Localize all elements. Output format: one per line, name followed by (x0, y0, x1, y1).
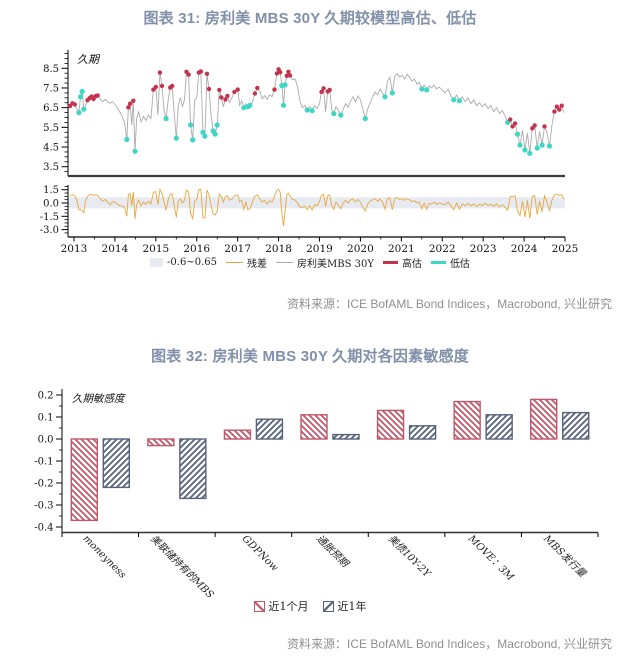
svg-text:-0.3: -0.3 (34, 501, 53, 512)
svg-text:0.2: 0.2 (38, 391, 54, 402)
svg-text:0.1: 0.1 (38, 413, 54, 424)
svg-text:2013: 2013 (61, 243, 88, 255)
model-line-swatch-icon (275, 262, 293, 263)
svg-text:5.5: 5.5 (43, 123, 59, 134)
svg-text:2022: 2022 (429, 243, 456, 255)
figure32-source: 资料来源：ICE BofAML Bond Indices，Macrobond, … (287, 637, 612, 651)
underestimate-marker-swatch-icon (430, 261, 446, 264)
legend-band-label: -0.6~0.65 (167, 257, 217, 268)
svg-text:美债10Y-2Y: 美债10Y-2Y (386, 533, 434, 581)
svg-text:-0.2: -0.2 (34, 479, 53, 490)
svg-text:0.0: 0.0 (43, 199, 59, 210)
figure31-source: 资料来源：ICE BofAML Bond Indices，Macrobond, … (287, 297, 612, 311)
legend-item-under: 低估 (430, 255, 470, 270)
svg-text:GDPNow: GDPNow (240, 533, 281, 574)
svg-text:-1.5: -1.5 (40, 212, 59, 223)
svg-text:MOVE：3M: MOVE：3M (465, 533, 516, 584)
svg-text:7.5: 7.5 (43, 83, 59, 94)
sensitivity-bar-chart: 0.2 0.1 0.0 -0.1 -0.2 -0.3 -0.4 久期敏感度 moneyness 美… (34, 389, 599, 598)
svg-text:2015: 2015 (142, 243, 169, 255)
svg-text:久期敏感度: 久期敏感度 (72, 393, 126, 405)
band-swatch-icon (150, 258, 164, 267)
svg-text:4.5: 4.5 (43, 143, 59, 154)
svg-text:8.5: 8.5 (43, 64, 59, 75)
svg-text:美联储持有的MBS: 美联储持有的MBS (148, 533, 216, 598)
svg-text:2018: 2018 (265, 243, 292, 255)
svg-text:久期: 久期 (77, 53, 101, 66)
month-bar-swatch-icon (253, 600, 265, 612)
figure32-title: 图表 32: 房利美 MBS 30Y 久期对各因素敏感度 (151, 348, 469, 365)
svg-text:2024: 2024 (511, 243, 538, 255)
svg-text:2021: 2021 (388, 243, 415, 255)
svg-text:moneyness: moneyness (80, 533, 127, 580)
svg-text:6.5: 6.5 (43, 103, 59, 114)
overestimate-marker-swatch-icon (382, 261, 398, 264)
svg-text:2020: 2020 (347, 243, 374, 255)
chart31-legend: -0.6~0.65 残差 房利美MBS 30Y 高估 低估 (0, 255, 620, 270)
legend-month-label: 近1个月 (268, 600, 309, 613)
svg-text:3.5: 3.5 (43, 162, 59, 173)
svg-text:-3.0: -3.0 (40, 225, 59, 236)
legend-item-model: 房利美MBS 30Y (275, 255, 374, 270)
legend-item-band: -0.6~0.65 (150, 257, 217, 268)
svg-text:2023: 2023 (470, 243, 497, 255)
svg-text:2019: 2019 (306, 243, 333, 255)
residual-line-swatch-icon (225, 262, 243, 263)
legend-item-residual: 残差 (225, 255, 267, 270)
legend-item-month: 近1个月 (253, 598, 309, 614)
legend-year-label: 近1年 (337, 600, 367, 613)
svg-text:2017: 2017 (224, 243, 251, 255)
svg-text:1.5: 1.5 (43, 185, 59, 196)
figure31-title: 图表 31: 房利美 MBS 30Y 久期较模型高估、低估 (143, 10, 477, 27)
legend-model-label: 房利美MBS 30Y (296, 259, 374, 270)
legend-residual-label: 残差 (246, 259, 267, 270)
svg-text:通胀预期: 通胀预期 (314, 533, 352, 571)
svg-text:MBS发行量: MBS发行量 (540, 532, 588, 580)
legend-under-label: 低估 (449, 259, 470, 270)
legend-over-label: 高估 (401, 259, 422, 270)
legend-item-year: 近1年 (322, 598, 367, 614)
svg-text:-0.1: -0.1 (34, 457, 53, 468)
svg-text:0.0: 0.0 (38, 435, 54, 446)
svg-text:2025: 2025 (552, 243, 579, 255)
svg-text:2016: 2016 (183, 243, 210, 255)
chart32-legend: 近1个月 近1年 (0, 598, 620, 614)
year-bar-swatch-icon (322, 600, 334, 612)
legend-item-over: 高估 (382, 255, 422, 270)
svg-text:2014: 2014 (102, 243, 129, 255)
svg-text:-0.4: -0.4 (34, 523, 53, 534)
